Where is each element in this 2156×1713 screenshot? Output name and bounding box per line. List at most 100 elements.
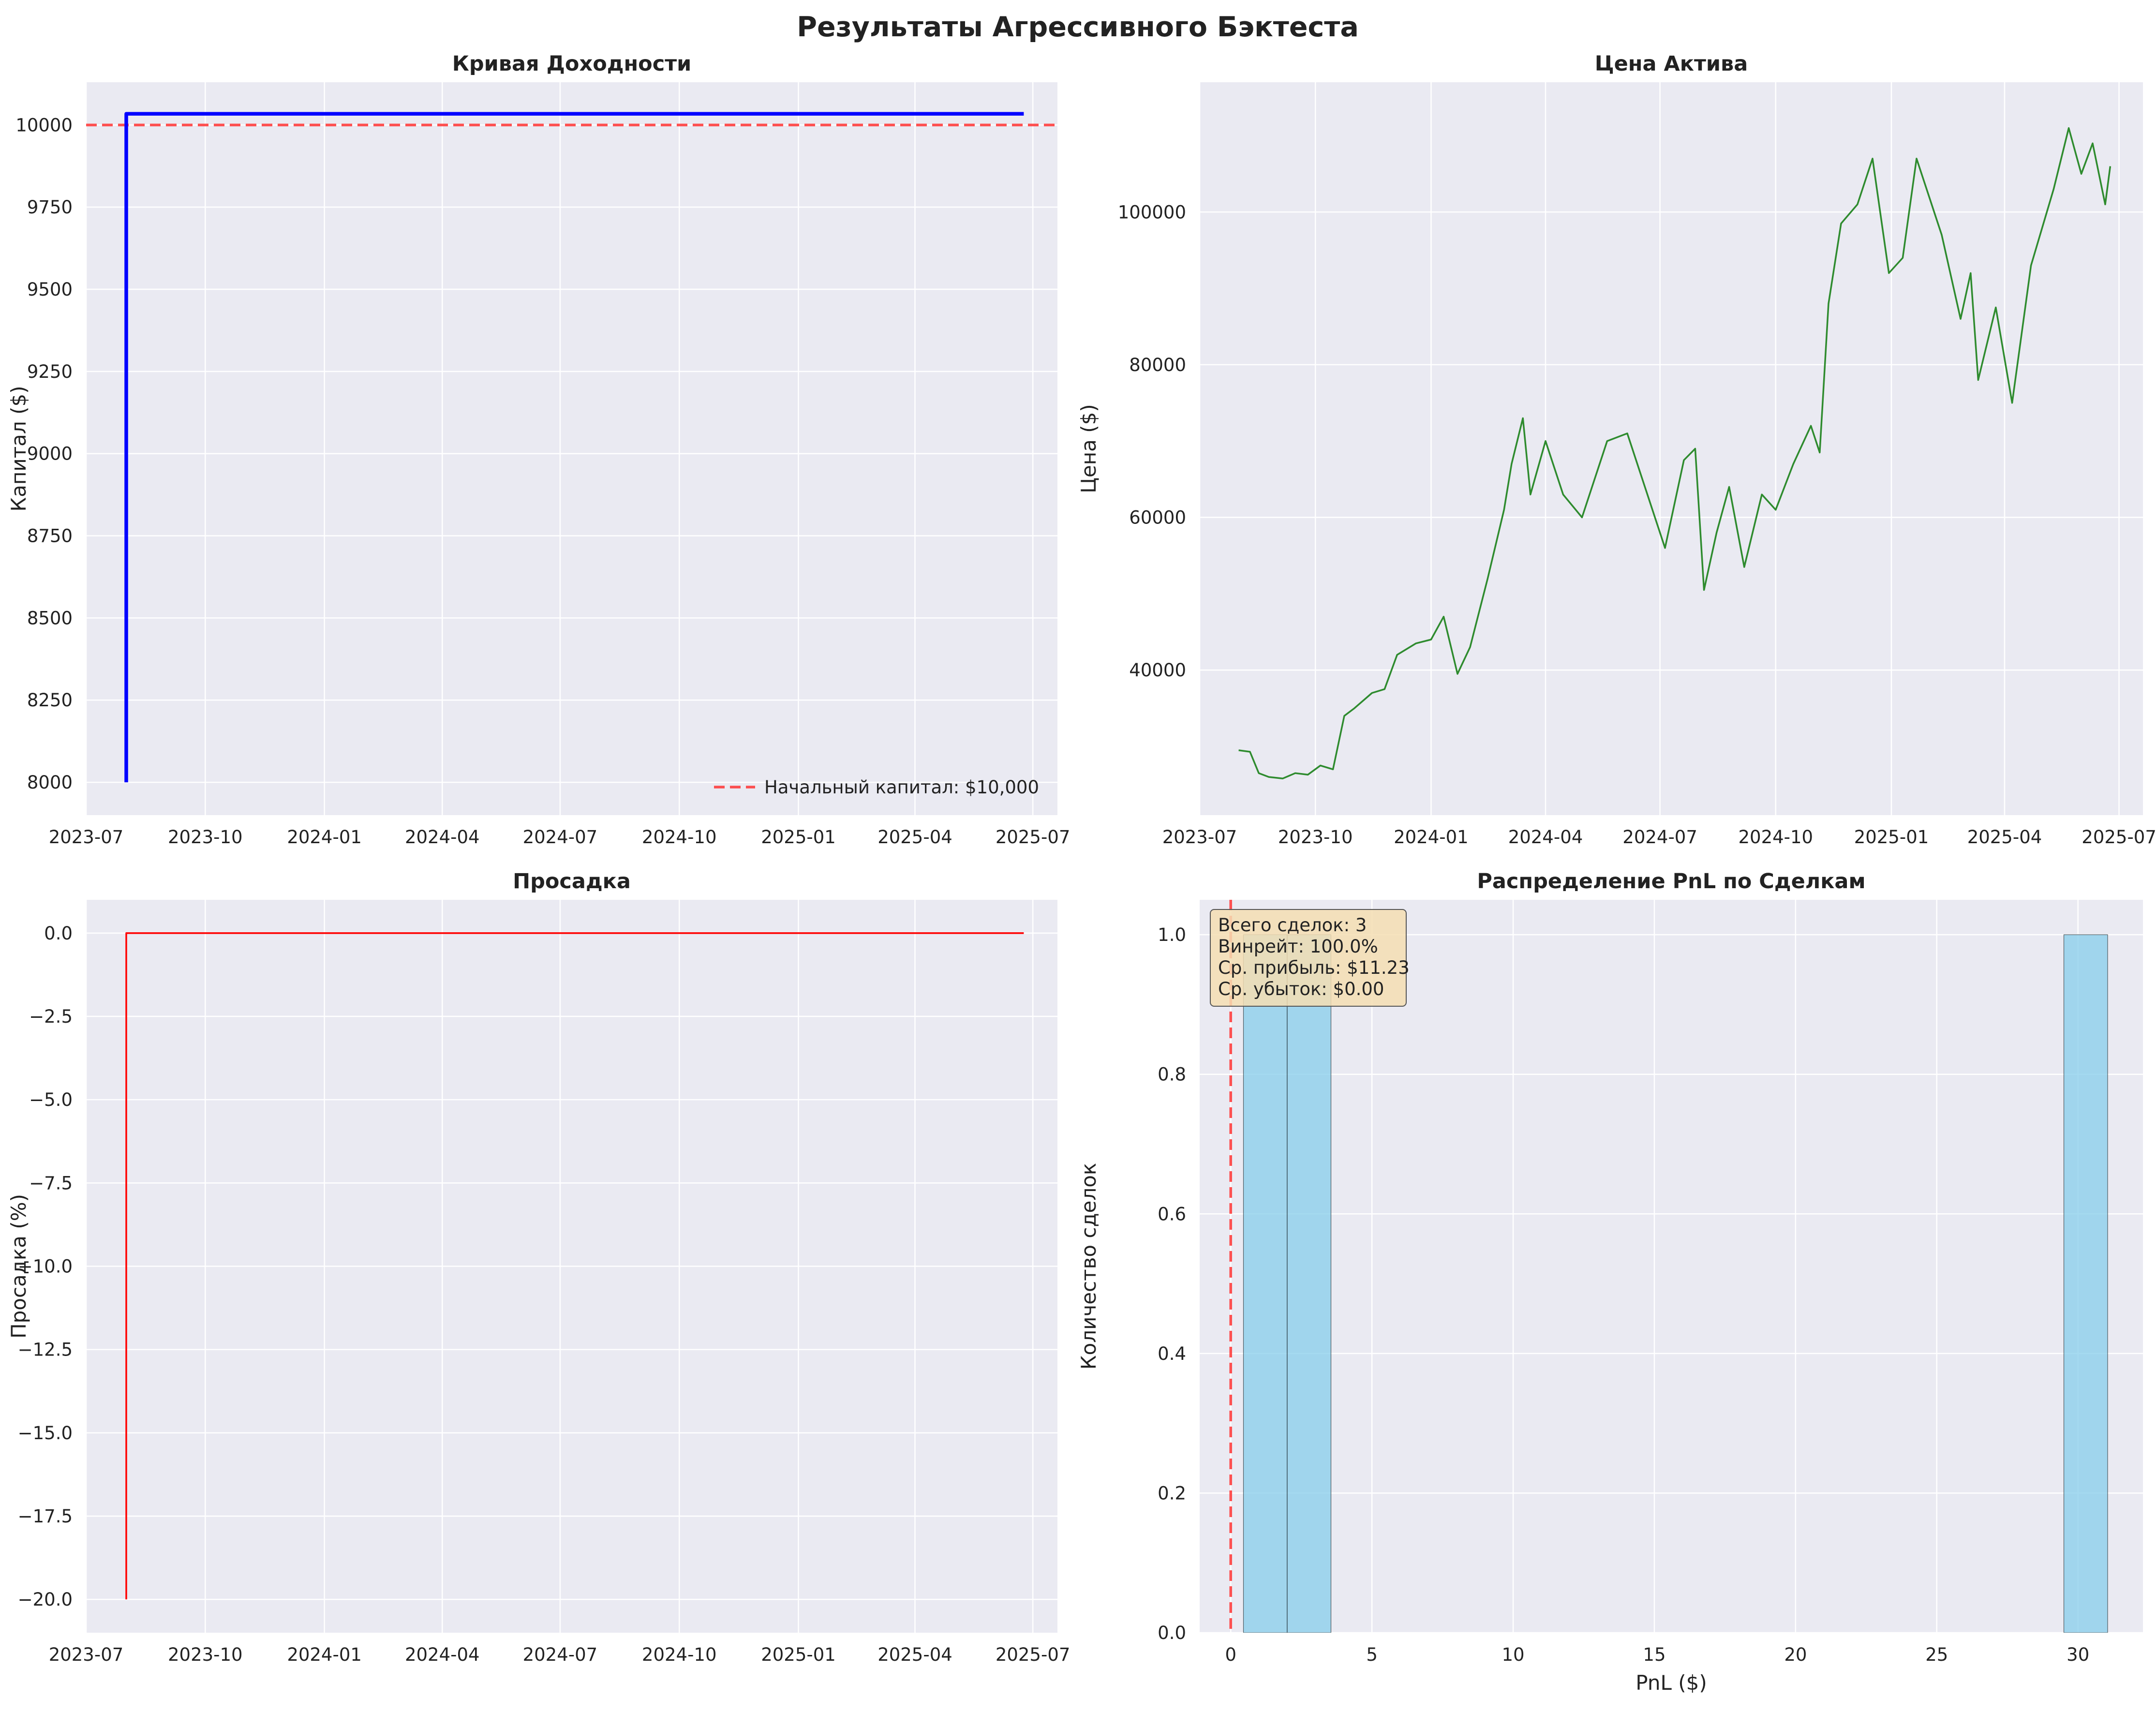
pnl-hist-y-tick-label: 0.8 bbox=[1158, 1064, 1186, 1085]
equity-chart: 2023-07 2023-10 2024-01 2024-04 2024-07 2024-… bbox=[7, 52, 1070, 848]
drawdown-marks bbox=[125, 932, 1024, 1600]
drawdown-x-tick-label: 2024-07 bbox=[523, 1644, 598, 1665]
price-marks bbox=[1238, 127, 2111, 780]
equity-x-tick-label: 2025-07 bbox=[996, 827, 1071, 848]
drawdown-chart: 2023-07 2023-10 2024-01 2024-04 2024-07 2024-… bbox=[7, 869, 1070, 1665]
drawdown-x-tick-label: 2024-04 bbox=[405, 1644, 480, 1665]
pnl-bar-2 bbox=[2063, 934, 2108, 1633]
price-y-tick-label: 60000 bbox=[1129, 507, 1186, 528]
drawdown-y-tick-label: −10.0 bbox=[18, 1256, 73, 1277]
price-x-tick-label: 2025-01 bbox=[1854, 827, 1929, 848]
stats-line: Ср. убыток: $0.00 bbox=[1218, 979, 1384, 999]
equity-y-tick-label: 9750 bbox=[27, 197, 73, 218]
stats-line: Ср. прибыль: $11.23 bbox=[1218, 957, 1410, 978]
equity-y-tick-label: 9000 bbox=[27, 444, 73, 464]
drawdown-x-tick-label: 2023-07 bbox=[49, 1644, 124, 1665]
equity-x-tick-label: 2025-01 bbox=[761, 827, 836, 848]
equity-y-tick-label: 10000 bbox=[15, 115, 73, 135]
pnl-hist-y-tick-label: 1.0 bbox=[1158, 924, 1186, 945]
equity-title: Кривая Доходности bbox=[452, 52, 692, 76]
equity-ticks: 2023-07 2023-10 2024-01 2024-04 2024-07 2024-… bbox=[15, 115, 1070, 848]
price-y-axis-label: Цена ($) bbox=[1077, 404, 1100, 493]
price-ticks: 2023-07 2023-10 2024-01 2024-04 2024-07 2024-… bbox=[1118, 202, 2156, 848]
price-x-tick-label: 2025-04 bbox=[1967, 827, 2042, 848]
pnl-hist-x-tick-label: 0 bbox=[1225, 1644, 1236, 1665]
equity-y-tick-label: 8000 bbox=[27, 772, 73, 793]
pnl-hist-x-axis-label: PnL ($) bbox=[1636, 1671, 1707, 1695]
pnl-hist-title: Распределение PnL по Сделкам bbox=[1477, 869, 1865, 894]
stats-line: Всего сделок: 3 bbox=[1218, 915, 1367, 936]
pnl-bar-0 bbox=[1243, 934, 1288, 1633]
equity-y-tick-label: 8750 bbox=[27, 526, 73, 547]
price-x-tick-label: 2023-07 bbox=[1162, 827, 1237, 848]
drawdown-x-tick-label: 2025-01 bbox=[761, 1644, 836, 1665]
drawdown-y-tick-label: −20.0 bbox=[18, 1589, 73, 1610]
equity-x-tick-label: 2024-01 bbox=[287, 827, 362, 848]
equity-series-line bbox=[124, 112, 1024, 783]
drawdown-y-axis-label: Просадка (%) bbox=[7, 1194, 30, 1339]
pnl-hist-y-tick-label: 0.4 bbox=[1158, 1343, 1186, 1364]
pnl-hist-x-tick-label: 30 bbox=[2067, 1644, 2089, 1665]
equity-plot-area bbox=[86, 82, 1057, 815]
drawdown-y-tick-label: −7.5 bbox=[29, 1173, 73, 1193]
drawdown-y-tick-label: −12.5 bbox=[18, 1340, 73, 1360]
pnl-hist-x-tick-label: 10 bbox=[1502, 1644, 1525, 1665]
equity-x-tick-label: 2025-04 bbox=[877, 827, 952, 848]
pnl-hist-x-tick-label: 5 bbox=[1366, 1644, 1378, 1665]
price-plot-area bbox=[1200, 82, 2143, 815]
equity-y-tick-label: 8250 bbox=[27, 690, 73, 711]
price-y-tick-label: 80000 bbox=[1129, 355, 1186, 375]
pnl-hist-x-tick-label: 20 bbox=[1784, 1644, 1807, 1665]
price-y-tick-label: 40000 bbox=[1129, 660, 1186, 681]
equity-x-tick-label: 2023-10 bbox=[168, 827, 243, 848]
price-y-tick-label: 100000 bbox=[1118, 202, 1186, 223]
drawdown-y-tick-label: −17.5 bbox=[18, 1506, 73, 1527]
equity-y-tick-label: 8500 bbox=[27, 608, 73, 628]
pnl-hist-marks bbox=[1229, 900, 2108, 1633]
drawdown-x-tick-label: 2024-01 bbox=[287, 1644, 362, 1665]
pnl-hist-plot-area bbox=[1200, 900, 2143, 1633]
equity-y-axis-label: Капитал ($) bbox=[7, 386, 30, 511]
drawdown-series-line bbox=[125, 932, 1024, 1600]
drawdown-x-tick-label: 2024-10 bbox=[642, 1644, 717, 1665]
equity-x-tick-label: 2024-10 bbox=[642, 827, 717, 848]
pnl-bar-1 bbox=[1287, 934, 1332, 1633]
pnl-hist-chart: 0 5 10 15 20 25 30 0.0 0.2 0.4 0.6 0.8 1.0 Распределе… bbox=[1077, 869, 2143, 1695]
equity-x-tick-label: 2023-07 bbox=[49, 827, 124, 848]
equity-x-tick-label: 2024-07 bbox=[523, 827, 598, 848]
price-x-tick-label: 2024-10 bbox=[1738, 827, 1813, 848]
drawdown-y-tick-label: 0.0 bbox=[44, 923, 73, 944]
drawdown-y-tick-label: −5.0 bbox=[29, 1089, 73, 1110]
legend-label: Начальный капитал: $10,000 bbox=[764, 777, 1039, 798]
pnl-hist-y-axis-label: Количество сделок bbox=[1077, 1163, 1100, 1370]
price-x-tick-label: 2024-07 bbox=[1622, 827, 1697, 848]
pnl-hist-y-tick-label: 0.6 bbox=[1158, 1204, 1186, 1224]
equity-marks bbox=[86, 112, 1057, 783]
price-chart: 2023-07 2023-10 2024-01 2024-04 2024-07 2024-… bbox=[1077, 52, 2156, 848]
pnl-hist-x-tick-label: 15 bbox=[1643, 1644, 1665, 1665]
drawdown-x-tick-label: 2025-04 bbox=[877, 1644, 952, 1665]
drawdown-y-tick-label: −2.5 bbox=[29, 1006, 73, 1027]
pnl-hist-y-tick-label: 0.0 bbox=[1158, 1623, 1186, 1643]
pnl-hist-x-tick-label: 25 bbox=[1925, 1644, 1948, 1665]
pnl-hist-y-tick-label: 0.2 bbox=[1158, 1483, 1186, 1504]
equity-y-tick-label: 9500 bbox=[27, 279, 73, 300]
pnl-hist-ticks: 0 5 10 15 20 25 30 0.0 0.2 0.4 0.6 0.8 1.0 bbox=[1158, 924, 2089, 1665]
price-x-tick-label: 2023-10 bbox=[1278, 827, 1353, 848]
drawdown-ticks: 2023-07 2023-10 2024-01 2024-04 2024-07 2024-… bbox=[18, 923, 1071, 1665]
drawdown-x-tick-label: 2025-07 bbox=[996, 1644, 1071, 1665]
price-title: Цена Актива bbox=[1595, 52, 1748, 76]
equity-x-tick-label: 2024-04 bbox=[405, 827, 480, 848]
price-x-tick-label: 2024-04 bbox=[1508, 827, 1583, 848]
stats-box-background bbox=[1210, 909, 1407, 1007]
figure-title: Результаты Агрессивного Бэктеста bbox=[797, 11, 1359, 43]
equity-y-tick-label: 9250 bbox=[27, 361, 73, 382]
drawdown-y-tick-label: −15.0 bbox=[18, 1423, 73, 1444]
price-x-tick-label: 2024-01 bbox=[1394, 827, 1469, 848]
drawdown-title: Просадка bbox=[513, 869, 631, 894]
equity-legend: Начальный капитал: $10,000 bbox=[714, 777, 1039, 798]
price-x-tick-label: 2025-07 bbox=[2082, 827, 2156, 848]
stats-line: Винрейт: 100.0% bbox=[1218, 936, 1378, 957]
